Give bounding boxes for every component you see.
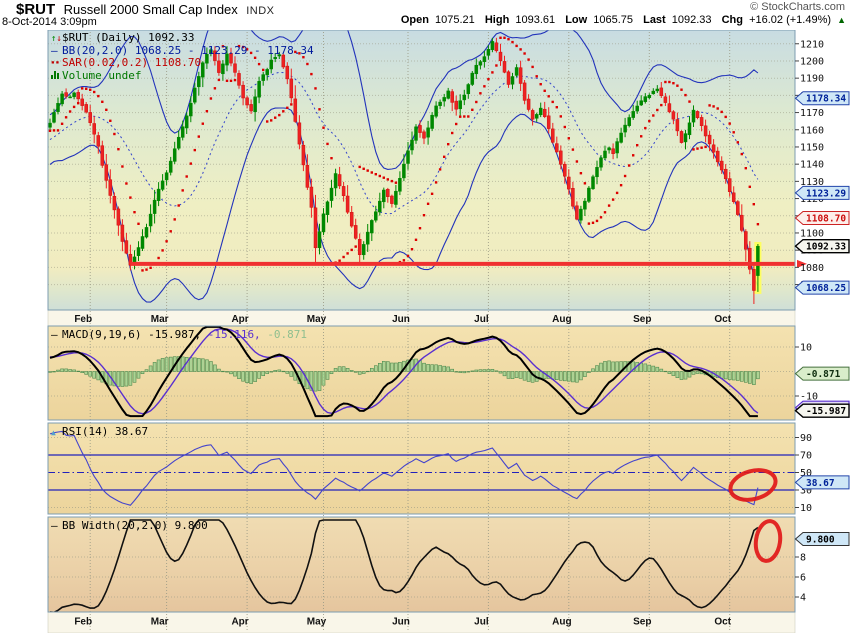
- svg-text:30: 30: [800, 486, 812, 497]
- svg-text:8: 8: [800, 553, 806, 564]
- svg-text:9.800: 9.800: [806, 535, 835, 546]
- svg-text:1080: 1080: [800, 263, 824, 274]
- high-value: 1093.61: [515, 14, 556, 26]
- annotation-ellipse-rsi: [728, 468, 778, 502]
- annotation-ellipse-bbw: [753, 519, 783, 563]
- svg-text:1160: 1160: [800, 125, 824, 136]
- svg-text:6: 6: [800, 573, 806, 584]
- svg-text:1068.25: 1068.25: [806, 283, 846, 294]
- chart-header: $RUT Russell 2000 Small Cap Index INDX 8…: [0, 0, 850, 30]
- copyright: © StockCharts.com: [750, 1, 845, 13]
- svg-text:May: May: [307, 314, 327, 325]
- svg-text:10: 10: [800, 343, 812, 354]
- svg-text:Jul: Jul: [474, 617, 489, 628]
- svg-text:10: 10: [800, 503, 812, 514]
- up-triangle-icon: ▲: [837, 15, 846, 25]
- svg-text:Oct: Oct: [714, 314, 731, 325]
- svg-text:90: 90: [800, 433, 812, 444]
- svg-text:1140: 1140: [800, 160, 824, 171]
- svg-text:1092.33: 1092.33: [806, 242, 846, 253]
- svg-text:Mar: Mar: [151, 314, 169, 325]
- svg-text:1100: 1100: [800, 228, 824, 239]
- chart-datetime: 8-Oct-2014 3:09pm: [2, 16, 97, 28]
- svg-text:Apr: Apr: [231, 617, 248, 628]
- symbol: $RUT: [16, 1, 56, 18]
- svg-text:1123.29: 1123.29: [806, 188, 846, 199]
- exchange-label: INDX: [246, 5, 275, 17]
- svg-text:Sep: Sep: [633, 617, 651, 628]
- svg-text:38.67: 38.67: [806, 478, 835, 489]
- svg-text:1190: 1190: [800, 74, 824, 85]
- svg-text:Aug: Aug: [552, 314, 571, 325]
- svg-text:1170: 1170: [800, 108, 824, 119]
- svg-text:Apr: Apr: [231, 314, 248, 325]
- high-label: High: [484, 14, 510, 26]
- svg-text:1108.70: 1108.70: [806, 213, 846, 224]
- svg-text:1210: 1210: [800, 39, 824, 50]
- low-label: Low: [565, 14, 588, 26]
- open-value: 1075.21: [435, 14, 475, 26]
- svg-text:1130: 1130: [800, 177, 824, 188]
- svg-text:May: May: [307, 617, 327, 628]
- svg-text:Mar: Mar: [151, 617, 169, 628]
- svg-text:70: 70: [800, 451, 812, 462]
- svg-text:1200: 1200: [800, 56, 824, 67]
- svg-text:Feb: Feb: [74, 617, 92, 628]
- svg-text:50: 50: [800, 468, 812, 479]
- low-value: 1065.75: [593, 14, 634, 26]
- chart-canvas: 1210120011901180117011601150114011301120…: [0, 30, 850, 633]
- last-label: Last: [643, 14, 666, 26]
- open-label: Open: [400, 14, 429, 26]
- svg-text:Sep: Sep: [633, 314, 651, 325]
- svg-text:4: 4: [800, 593, 806, 604]
- svg-text:-10: -10: [800, 392, 818, 403]
- chg-label: Chg: [721, 14, 743, 26]
- last-value: 1092.33: [671, 14, 712, 26]
- chg-value: +16.02 (+1.49%): [749, 14, 832, 26]
- svg-text:-15.987: -15.987: [806, 406, 846, 417]
- svg-text:1150: 1150: [800, 142, 824, 153]
- svg-text:Jun: Jun: [392, 617, 410, 628]
- svg-text:-0.871: -0.871: [806, 369, 841, 380]
- quote-line: Open 1075.21 High 1093.61 Low 1065.75 La…: [394, 14, 846, 26]
- svg-text:Oct: Oct: [714, 617, 731, 628]
- svg-text:Aug: Aug: [552, 617, 571, 628]
- index-name: Russell 2000 Small Cap Index: [63, 2, 238, 17]
- svg-text:Jul: Jul: [474, 314, 489, 325]
- svg-text:Jun: Jun: [392, 314, 410, 325]
- svg-text:1178.34: 1178.34: [806, 94, 846, 105]
- svg-text:Feb: Feb: [74, 314, 92, 325]
- title-line: $RUT Russell 2000 Small Cap Index INDX: [16, 1, 275, 19]
